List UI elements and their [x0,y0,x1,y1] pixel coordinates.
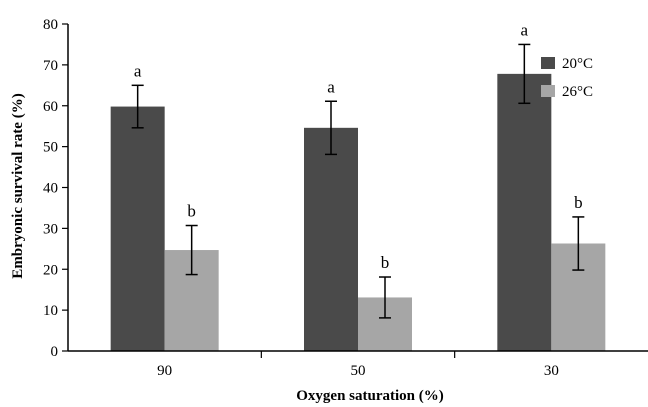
significance-letter: a [521,20,529,39]
x-tick-label: 30 [544,363,559,379]
legend-swatch [541,85,555,97]
significance-letters: a b a b a b [134,20,583,272]
significance-letter: b [574,193,583,212]
bar [304,127,358,351]
legend-label: 20°C [562,56,593,72]
x-tick-label: 90 [157,363,172,379]
x-tick-label: 50 [351,363,366,379]
legend: 20°C 26°C [541,56,593,100]
y-tick-label: 10 [43,303,58,319]
y-axis-title: Embryonic survival rate (%) [10,93,26,278]
significance-letter: a [134,61,142,80]
y-tick-label: 50 [43,140,58,156]
y-tick-label: 80 [43,17,58,33]
significance-letter: b [381,253,390,272]
x-axis-ticks: 90 50 30 [157,351,559,379]
y-tick-label: 30 [43,221,58,237]
bars [110,73,606,352]
y-tick-label: 60 [43,99,58,115]
legend-swatch [541,57,555,69]
significance-letter: b [187,202,196,221]
y-tick-label: 70 [43,58,58,74]
bar [497,73,552,352]
bar [110,106,165,351]
y-tick-label: 20 [43,262,58,278]
y-axis-ticks: 0 10 20 30 40 50 60 70 80 [43,17,68,360]
error-bars [131,43,585,319]
y-tick-label: 0 [51,344,59,360]
significance-letter: a [327,77,335,96]
legend-label: 26°C [562,84,593,100]
x-axis-title: Oxygen saturation (%) [296,388,444,404]
y-tick-label: 40 [43,181,58,197]
